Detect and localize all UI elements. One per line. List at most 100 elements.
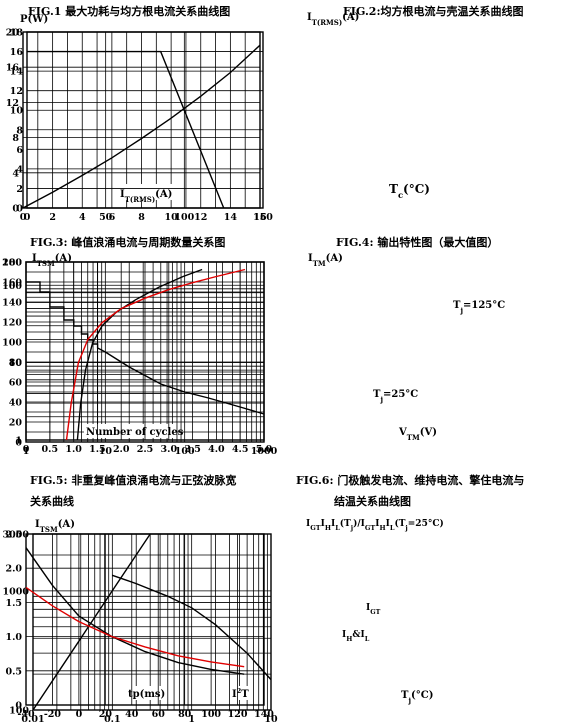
figure-3-title: FIG.3: 峰值浪涌电流与周期数量关系图	[30, 236, 226, 249]
series-label-ih-il: IH&IL	[342, 630, 370, 643]
series-label-125c: Tj=125°C	[453, 300, 505, 315]
y-tick-label: 1	[15, 436, 22, 447]
x-axis-label: VTM(V)	[398, 427, 437, 442]
y-tick-label: 0	[16, 204, 23, 215]
y-tick-label: 3000	[3, 530, 30, 541]
y-tick-label: 20	[9, 418, 23, 429]
y-tick-label: 18	[10, 28, 24, 39]
x-tick-label: 10	[165, 212, 179, 223]
y-tick-label: 80	[9, 358, 23, 369]
y-tick-label: 12	[6, 98, 19, 109]
x-tick-label: 1000	[251, 446, 278, 457]
x-tick-label: 100	[174, 212, 194, 223]
y-tick-label: 10	[9, 358, 23, 369]
y-tick-label: 100	[2, 338, 22, 349]
y-tick-label: 14	[10, 67, 24, 78]
x-tick-label: 0	[76, 709, 83, 720]
figure-1-title: FIG.1 最大功耗与均方根电流关系曲线图	[28, 5, 231, 18]
series-line	[112, 574, 272, 681]
label-bg	[230, 686, 248, 700]
y-tick-label: 4	[12, 168, 19, 179]
x-tick-label: -20	[44, 709, 62, 720]
label-bg	[387, 178, 427, 198]
y-tick-label: 1.0	[5, 632, 22, 643]
x-tick-label: 1.0	[65, 444, 82, 455]
x-tick-label: 3.0	[161, 444, 178, 455]
x-tick-label: 6	[109, 212, 116, 223]
y-tick-label: 0	[15, 438, 22, 449]
figure-2: FIG.2:均方根电流与壳温关系曲线图 0 50 100 150 0 2 4 6 8 10 12 14…	[10, 0, 561, 225]
y-tick-label: 200	[2, 258, 22, 269]
figure-5-title: FIG.5: 非重复峰值浪涌电流与正弦波脉宽	[30, 474, 237, 487]
label-bg	[452, 297, 504, 311]
y-tick-label: 8	[16, 125, 23, 136]
figure-1: FIG.1 最大功耗与均方根电流关系曲线图 0 2 4 6 8 10 12 14 16 0 4 8 12…	[0, 0, 280, 225]
x-tick-label: 2	[49, 212, 56, 223]
figure-5: FIG.5: 非重复峰值浪涌电流与正弦波脉宽 关系曲线 0.01 0.1 1 10 10…	[0, 455, 280, 724]
x-tick-label: 4	[79, 212, 86, 223]
y-tick-label: 20	[6, 28, 20, 39]
label-bg	[399, 687, 433, 701]
x-tick-label: 100	[175, 446, 195, 457]
x-axis-label: Tj(°C)	[401, 690, 433, 705]
y-tick-label: 0	[12, 204, 19, 215]
series-line	[76, 268, 203, 441]
y-tick-label: 40	[9, 398, 23, 409]
y-tick-label: 1000	[3, 586, 30, 597]
x-tick-label: 1.5	[89, 444, 106, 455]
figure-4: FIG.4: 输出特性图（最大值图） 0 0.5 1.0 1.5 2.0 2.5 3.0 3.…	[2, 225, 561, 455]
y-tick-label: 16	[6, 63, 20, 74]
label-bg	[118, 184, 178, 200]
label-bg	[397, 424, 439, 439]
x-tick-label: 12	[194, 212, 207, 223]
x-axis-label: tp(ms)	[128, 689, 165, 700]
y-tick-label: 180	[2, 258, 22, 269]
y-tick-label: 120	[2, 318, 22, 329]
y-axis-label: ITSM(A)	[32, 253, 72, 268]
series-line	[25, 586, 245, 668]
label-bg	[84, 424, 176, 438]
x-tick-label: 1	[188, 714, 195, 724]
figure-5-title-line2: 关系曲线	[30, 495, 74, 508]
plot-frame	[32, 533, 272, 711]
series-line	[27, 50, 225, 209]
label-bg	[372, 386, 418, 400]
x-tick-label: 10	[264, 714, 278, 724]
plot-frame	[25, 261, 265, 441]
x-axis-label: Number of cycles	[86, 427, 184, 438]
y-tick-label: 12	[10, 86, 23, 97]
y-tick-label: 140	[2, 298, 22, 309]
series-label-igt: IGT	[366, 603, 381, 616]
y-axis-label: P(W)	[20, 14, 48, 25]
y-tick-label: 2.0	[5, 564, 22, 575]
x-tick-label: 10	[99, 446, 113, 457]
x-tick-label: 100	[201, 709, 221, 720]
figure-4-chart: 0 0.5 1.0 1.5 2.0 2.5 3.0 3.5 4.0 4.5 5.0110100200…	[2, 253, 505, 455]
x-tick-label: 14	[224, 212, 238, 223]
x-tick-label: 5.0	[256, 444, 273, 455]
y-tick-label: 6	[16, 145, 23, 156]
y-tick-label: 0	[15, 701, 22, 712]
series-line	[65, 268, 246, 441]
y-axis-label: ITSM(A)	[35, 519, 75, 534]
x-tick-label: 20	[99, 709, 113, 720]
x-tick-label: 16	[253, 212, 267, 223]
x-tick-label: 140	[254, 709, 274, 720]
x-tick-label: 2.0	[113, 444, 130, 455]
x-axis-label: IT(RMS)(A)	[120, 189, 172, 204]
x-tick-label: 8	[138, 212, 145, 223]
x-tick-label: 4.0	[208, 444, 225, 455]
series-line	[32, 533, 151, 711]
y-axis-label: ITM(A)	[308, 253, 343, 268]
figure-6: FIG.6: 门极触发电流、维持电流、擎住电流与 结温关系曲线图 -40 -20 0…	[5, 455, 561, 724]
label-bg	[126, 686, 166, 700]
x-tick-label: 0.1	[104, 714, 121, 724]
y-axis-label: IT(RMS)(A)	[307, 12, 359, 27]
y-tick-label: 4	[16, 164, 23, 175]
y-tick-label: 16	[10, 47, 24, 58]
y-axis-label: IGTIHIL(Tj)/IGTIHIL(Tj=25°C)	[306, 518, 444, 532]
y-tick-label: 2	[16, 184, 23, 195]
figure-6-chart: -40 -20 0 20 40 60 80 100 120 140 0 0.5 1.0 1.5 2.0 2.5…	[5, 518, 444, 720]
x-axis-label: Tc(°C)	[389, 182, 430, 200]
